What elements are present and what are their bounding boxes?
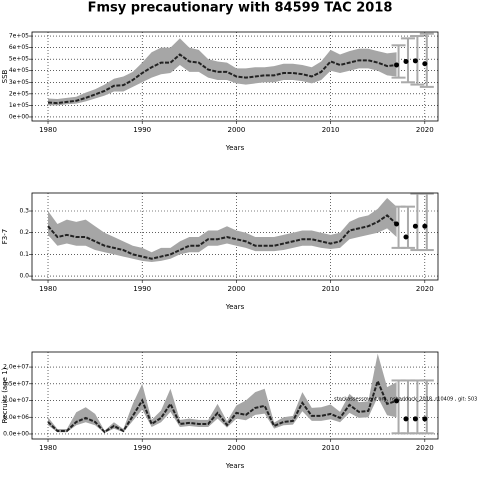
y-tick-label: 0.0	[19, 273, 29, 280]
y-axis-label: F3-7	[1, 229, 9, 244]
y-tick-label: 5e+05	[9, 56, 29, 63]
x-tick-label: 2010	[322, 285, 340, 293]
forecast-point	[412, 223, 418, 229]
estimate-line	[47, 378, 397, 434]
forecast-point	[412, 416, 418, 422]
y-tick-label: 2e+05	[9, 90, 29, 97]
y-axis-label: Recruits (age 1)	[1, 367, 9, 423]
x-axis-label: Years	[225, 144, 245, 152]
x-axis-label: Years	[225, 462, 245, 470]
x-tick-label: 1990	[133, 444, 151, 452]
estimate-line	[47, 53, 397, 105]
y-tick-label: 2.0e+07	[3, 364, 29, 371]
panel: 1980 1990 2000 2010 2020 0.0 0.1 0.2 0.3 Years F3-…	[1, 192, 439, 311]
forecast-point	[412, 58, 418, 64]
x-tick-label: 1990	[133, 126, 151, 134]
y-tick-label: 0.1	[19, 251, 29, 258]
x-tick-label: 2000	[227, 126, 245, 134]
forecast-point	[422, 61, 428, 67]
x-axis-label: Years	[225, 303, 245, 311]
confidence-band	[48, 353, 397, 433]
x-tick-label: 2000	[227, 285, 245, 293]
y-tick-label: 6e+05	[9, 44, 29, 51]
y-tick-label: 5.0e+06	[3, 414, 29, 421]
forecast-point	[403, 416, 409, 422]
y-tick-label: 7e+05	[9, 33, 29, 40]
plot-frame	[31, 192, 439, 281]
x-tick-label: 2010	[322, 444, 340, 452]
plot-frame	[31, 351, 439, 440]
plot-frame	[31, 31, 439, 122]
y-tick-label: 0e+00	[9, 113, 29, 120]
x-tick-label: 1990	[133, 285, 151, 293]
y-tick-label: 0.3	[19, 208, 29, 215]
x-tick-label: 1980	[39, 285, 57, 293]
x-tick-label: 1980	[39, 126, 57, 134]
forecast-point	[422, 223, 428, 229]
y-tick-label: 0.2	[19, 229, 29, 236]
x-tick-label: 2010	[322, 126, 340, 134]
y-tick-label: 1e+05	[9, 102, 29, 109]
y-tick-label: 1.0e+07	[3, 397, 29, 404]
confidence-band	[48, 38, 397, 106]
panel: 1980 1990 2000 2010 2020 0e+00 1e+05 2e+05 3e+05…	[1, 31, 439, 152]
forecast-point	[394, 221, 400, 227]
x-tick-label: 2020	[416, 285, 434, 293]
estimate-line	[47, 214, 398, 260]
forecast-point	[403, 58, 409, 64]
y-axis-label: SSB	[1, 69, 9, 83]
y-tick-label: 3e+05	[9, 79, 29, 86]
y-tick-label: 1.5e+07	[3, 380, 29, 387]
forecast-point	[422, 416, 428, 422]
forecast-point	[394, 398, 400, 404]
forecast-point	[403, 234, 409, 240]
confidence-band	[48, 197, 397, 262]
forecast-point	[394, 62, 400, 68]
x-tick-label: 2000	[227, 444, 245, 452]
y-tick-label: 4e+05	[9, 67, 29, 74]
y-tick-label: 0.0e+00	[3, 430, 29, 437]
panel: 1980 1990 2000 2010 2020 0.0e+00 5.0e+06 1.0e+0…	[1, 351, 477, 470]
x-tick-label: 2020	[416, 444, 434, 452]
x-tick-label: 2020	[416, 126, 434, 134]
annotation: stockassessment.org, nshaddock_2018, r10…	[334, 397, 477, 403]
figure-title: Fmsy precautionary with 84599 TAC 2018	[88, 1, 393, 16]
x-tick-label: 1980	[39, 444, 57, 452]
